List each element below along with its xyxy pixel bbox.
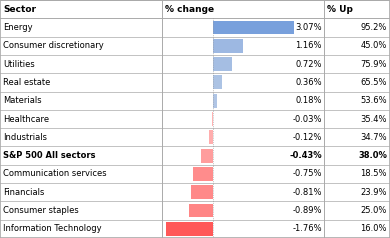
Text: Communication services: Communication services (3, 169, 107, 178)
Text: Utilities: Utilities (3, 60, 35, 69)
Bar (0, 220, 390, 238)
Text: S&P 500 All sectors: S&P 500 All sectors (3, 151, 96, 160)
Text: Financials: Financials (3, 188, 44, 197)
Bar (213, 39, 243, 53)
Bar (212, 112, 213, 126)
Text: 95.2%: 95.2% (360, 23, 387, 32)
Text: 25.0%: 25.0% (360, 206, 387, 215)
Bar (0, 128, 390, 146)
Bar (0, 165, 390, 183)
Text: 34.7%: 34.7% (360, 133, 387, 142)
Text: 0.18%: 0.18% (295, 96, 322, 105)
Bar (166, 222, 213, 236)
Text: 1.16%: 1.16% (295, 41, 322, 50)
Text: -0.81%: -0.81% (292, 188, 322, 197)
Text: Consumer staples: Consumer staples (3, 206, 79, 215)
Text: 0.72%: 0.72% (295, 60, 322, 69)
Bar (209, 130, 213, 144)
Text: -0.89%: -0.89% (292, 206, 322, 215)
Text: 65.5%: 65.5% (360, 78, 387, 87)
Bar (0, 55, 390, 73)
Bar (213, 94, 217, 108)
Text: -1.76%: -1.76% (292, 224, 322, 233)
Text: Real estate: Real estate (3, 78, 50, 87)
Text: Materials: Materials (3, 96, 42, 105)
Text: Information Technology: Information Technology (3, 224, 102, 233)
Text: 53.6%: 53.6% (360, 96, 387, 105)
Text: Industrials: Industrials (3, 133, 47, 142)
Text: 45.0%: 45.0% (360, 41, 387, 50)
Bar (213, 20, 294, 35)
Bar (0, 18, 390, 37)
Text: 38.0%: 38.0% (358, 151, 387, 160)
Bar (201, 149, 213, 163)
Bar (0, 201, 390, 220)
Text: Sector: Sector (3, 5, 36, 14)
Text: 18.5%: 18.5% (360, 169, 387, 178)
Text: -0.75%: -0.75% (292, 169, 322, 178)
Text: -0.12%: -0.12% (292, 133, 322, 142)
Bar (0, 73, 390, 92)
Text: 16.0%: 16.0% (360, 224, 387, 233)
Text: -0.43%: -0.43% (289, 151, 322, 160)
Bar (191, 185, 213, 199)
Text: Healthcare: Healthcare (3, 114, 49, 124)
Text: 35.4%: 35.4% (360, 114, 387, 124)
Bar (213, 75, 222, 89)
Bar (0, 0, 390, 18)
Text: -0.03%: -0.03% (292, 114, 322, 124)
Text: 75.9%: 75.9% (360, 60, 387, 69)
Bar (0, 146, 390, 165)
Text: 0.36%: 0.36% (295, 78, 322, 87)
Bar (0, 37, 390, 55)
Text: 23.9%: 23.9% (360, 188, 387, 197)
Bar (0, 92, 390, 110)
Bar (0, 183, 390, 201)
Bar (213, 57, 232, 71)
Bar (193, 167, 213, 181)
Bar (0, 110, 390, 128)
Text: % Up: % Up (327, 5, 353, 14)
Text: Consumer discretionary: Consumer discretionary (3, 41, 104, 50)
Text: % change: % change (165, 5, 214, 14)
Text: Energy: Energy (3, 23, 33, 32)
Text: 3.07%: 3.07% (295, 23, 322, 32)
Bar (189, 203, 213, 218)
